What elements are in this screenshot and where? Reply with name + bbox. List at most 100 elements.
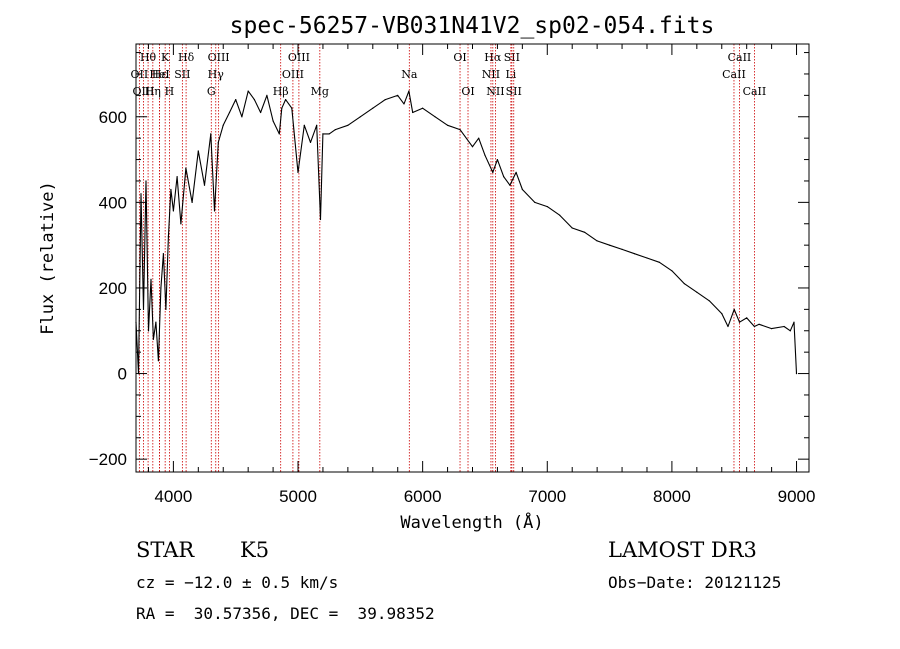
y-axis: −200 0 200 400 600 xyxy=(89,52,809,469)
data-point-0-30 xyxy=(253,99,255,101)
data-point-0-90 xyxy=(783,325,785,328)
data-point-0-71 xyxy=(584,231,586,233)
line-marker-label-1: OII xyxy=(131,68,149,81)
line-marker-label-18: OI xyxy=(453,51,466,64)
line-marker-label-6: Hη xyxy=(145,85,161,98)
data-point-0-7 xyxy=(152,338,154,340)
data-point-0-13 xyxy=(167,236,169,238)
plot-frame xyxy=(135,43,810,473)
data-point-0-78 xyxy=(671,270,673,272)
x-axis-label: Wavelength (Å) xyxy=(400,511,543,533)
data-point-0-72 xyxy=(596,240,598,242)
data-point-0-56 xyxy=(447,124,449,126)
line-marker-label-23: Li xyxy=(505,68,516,81)
data-point-0-31 xyxy=(260,111,262,114)
data-point-0-75 xyxy=(633,253,636,255)
data-point-0-64 xyxy=(509,184,511,186)
data-point-0-27 xyxy=(235,99,237,101)
data-point-0-44 xyxy=(328,133,330,135)
data-point-0-22 xyxy=(210,133,212,135)
data-point-0-25 xyxy=(222,124,224,126)
line-marker-label-26: CaII xyxy=(728,51,752,64)
data-point-0-66 xyxy=(521,188,524,191)
line-marker-label-15: OIII xyxy=(282,68,304,81)
line-marker-label-19: OI xyxy=(461,85,474,98)
line-marker-label-20: Hα xyxy=(484,51,502,64)
line-marker-label-21: SII xyxy=(504,51,520,64)
data-point-0-24 xyxy=(217,141,219,143)
data-point-0-47 xyxy=(359,116,361,118)
line-marker-label-25: SII xyxy=(506,85,522,98)
data-point-0-4 xyxy=(145,180,147,182)
data-point-0-34 xyxy=(278,133,280,135)
data-point-0-26 xyxy=(228,111,231,114)
data-point-0-35 xyxy=(281,107,283,109)
data-point-0-17 xyxy=(180,223,182,225)
data-point-0-62 xyxy=(496,159,498,161)
y-tick-label-600: 600 xyxy=(99,108,127,127)
data-point-0-49 xyxy=(384,99,386,101)
data-point-0-42 xyxy=(319,218,322,221)
x-tick-label-6000: 6000 xyxy=(404,487,442,506)
object-type: STAR xyxy=(136,538,195,562)
data-point-0-11 xyxy=(162,253,164,255)
line-marker-label-2: OIII xyxy=(132,85,154,98)
data-point-0-81 xyxy=(708,300,710,302)
data-point-0-46 xyxy=(347,124,349,126)
data-point-0-69 xyxy=(559,214,561,216)
data-point-0-14 xyxy=(170,188,172,191)
data-point-0-60 xyxy=(484,154,486,156)
data-point-0-61 xyxy=(492,171,494,173)
data-point-0-91 xyxy=(789,330,791,332)
data-point-0-85 xyxy=(738,321,741,323)
data-point-0-43 xyxy=(322,133,324,135)
data-point-0-80 xyxy=(696,291,698,293)
data-point-0-5 xyxy=(147,330,150,332)
data-point-0-18 xyxy=(185,167,187,169)
y-tick-label-0: 0 xyxy=(118,365,127,384)
y-tick-label--200: −200 xyxy=(89,450,127,469)
x-tick-label-8000: 8000 xyxy=(653,487,691,506)
data-point-0-28 xyxy=(241,116,243,118)
line-marker-label-5: HeI xyxy=(149,68,169,81)
data-point-0-8 xyxy=(155,321,157,323)
data-point-0-52 xyxy=(408,90,410,92)
line-marker-label-17: Na xyxy=(401,68,418,81)
line-marker-label-4: K xyxy=(161,51,170,64)
data-point-0-20 xyxy=(197,150,199,152)
data-point-0-33 xyxy=(272,120,274,122)
data-point-0-23 xyxy=(213,210,216,212)
plot-area xyxy=(135,90,798,375)
data-point-0-68 xyxy=(546,206,548,208)
data-point-0-19 xyxy=(191,201,193,203)
survey-name: LAMOST DR3 xyxy=(608,538,757,562)
data-point-0-40 xyxy=(309,141,312,143)
line-marker-label-28: CaII xyxy=(743,85,767,98)
data-point-0-67 xyxy=(534,201,536,203)
data-point-0-84 xyxy=(733,308,735,310)
series-line-0 xyxy=(135,90,798,375)
data-point-0-74 xyxy=(621,248,623,250)
line-marker-label-27: CaII xyxy=(722,68,746,81)
line-marker-label-9: Hδ xyxy=(178,51,195,64)
data-point-0-59 xyxy=(478,137,480,139)
data-point-0-92 xyxy=(793,321,795,323)
line-marker-label-14: OIII xyxy=(288,51,310,64)
data-point-0-58 xyxy=(471,146,474,148)
line-marker-label-22: NII xyxy=(482,68,500,81)
data-point-0-39 xyxy=(303,124,305,126)
line-marker-label-8: H xyxy=(165,85,175,98)
x-tick-label-9000: 9000 xyxy=(778,487,816,506)
data-point-0-79 xyxy=(683,283,686,285)
line-marker-label-13: Hβ xyxy=(273,85,289,98)
data-point-0-38 xyxy=(297,171,299,173)
y-axis-label: Flux (relative) xyxy=(38,181,58,335)
x-tick-label-4000: 4000 xyxy=(154,487,192,506)
data-point-0-83 xyxy=(727,325,729,328)
data-point-0-21 xyxy=(203,184,206,186)
data-point-0-29 xyxy=(247,90,249,92)
data-point-0-51 xyxy=(403,103,405,105)
data-point-0-86 xyxy=(746,317,748,319)
data-point-0-73 xyxy=(609,244,611,246)
